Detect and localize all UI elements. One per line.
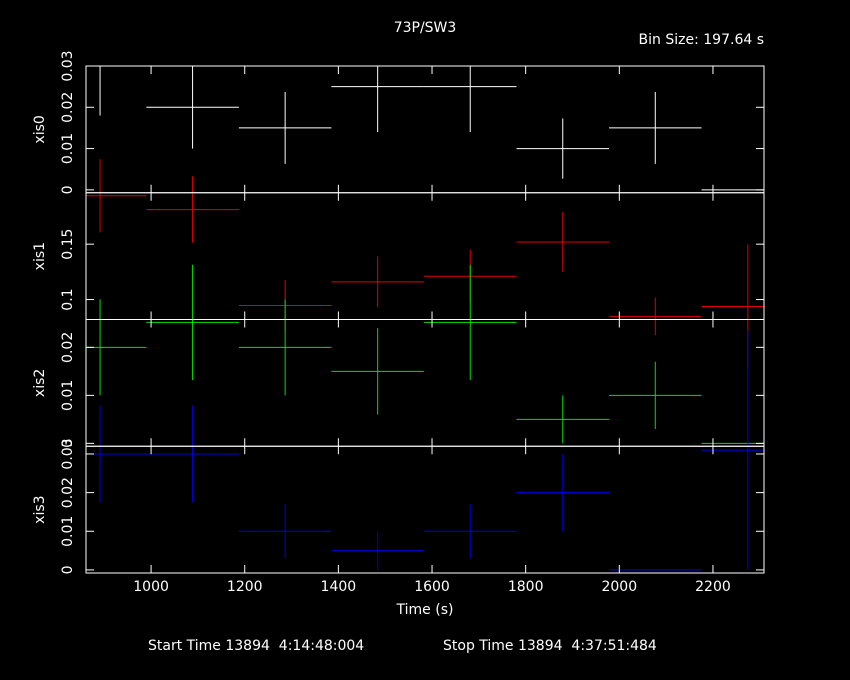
y-tick-label: 0.02	[60, 92, 76, 123]
y-tick-label: 0.02	[60, 477, 76, 508]
y-tick-label: 0	[60, 185, 76, 194]
stop-time: Stop Time 13894 4:37:51:484	[443, 638, 657, 654]
y-tick-label: 0	[60, 439, 76, 448]
y-tick-label: 0.01	[60, 516, 76, 547]
y-tick-label: 0.03	[60, 50, 76, 81]
plot-area	[86, 66, 764, 571]
panel-frame	[85, 192, 765, 320]
x-axis-label: Time (s)	[396, 602, 454, 618]
x-tick-label: 2000	[601, 579, 637, 595]
y-tick-label: 0	[60, 565, 76, 574]
y-axis-label: xis0	[32, 115, 48, 143]
chart-title: 73P/SW3	[394, 20, 457, 36]
panel-frame	[85, 65, 765, 194]
y-tick-label: 0.03	[60, 438, 76, 469]
y-axis-label: xis2	[32, 369, 48, 397]
y-tick-label: 0.1	[60, 288, 76, 310]
panel-frame	[85, 445, 765, 574]
start-time: Start Time 13894 4:14:48:004	[148, 638, 364, 654]
x-tick-label: 1400	[321, 579, 357, 595]
y-tick-label: 0.01	[60, 133, 76, 164]
y-tick-label: 0.01	[60, 380, 76, 411]
panel-frame	[85, 319, 765, 447]
y-tick-label: 0.15	[60, 229, 76, 260]
x-tick-label: 1800	[508, 579, 544, 595]
bin-size: Bin Size: 197.64 s	[639, 32, 764, 48]
x-tick-label: 1600	[414, 579, 450, 595]
y-axis-label: xis3	[32, 495, 48, 523]
x-tick-label: 2200	[695, 579, 731, 595]
x-tick-label: 1200	[227, 579, 263, 595]
x-tick-label: 1000	[133, 579, 169, 595]
y-tick-label: 0.02	[60, 332, 76, 363]
y-axis-label: xis1	[32, 242, 48, 270]
